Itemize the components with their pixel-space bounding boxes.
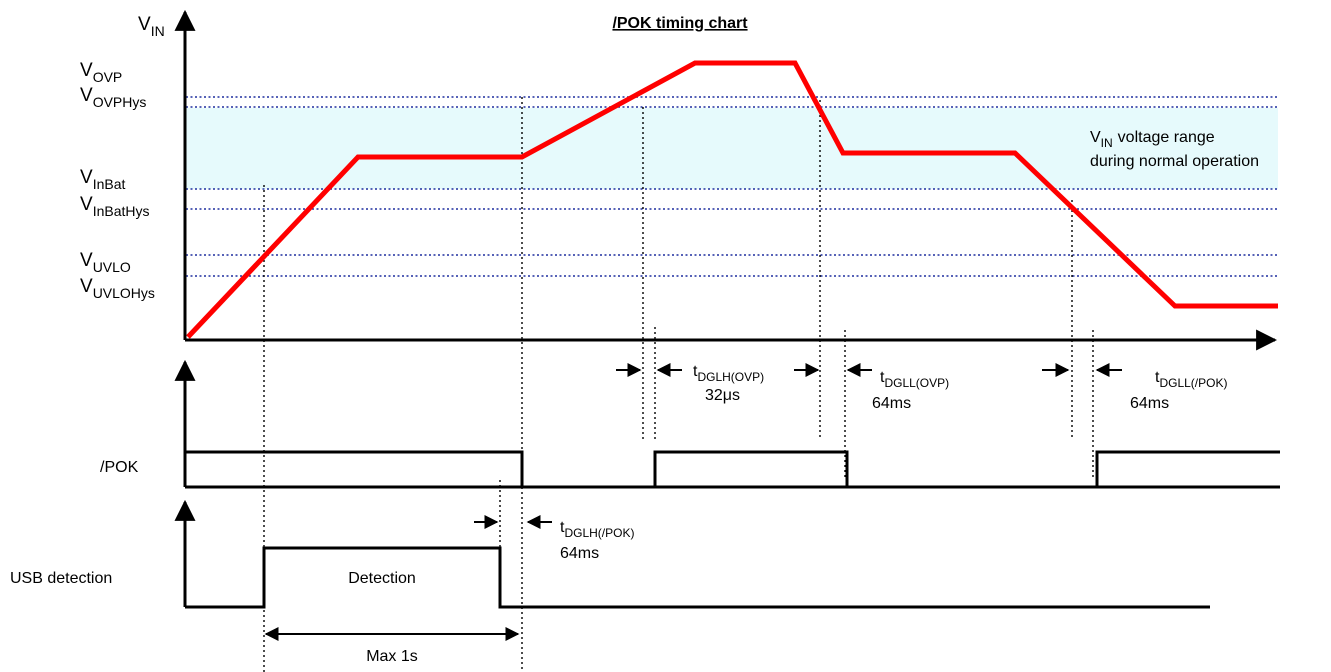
- timing-label-sub: DGLL(/POK): [1159, 376, 1227, 390]
- normal-range: [186, 108, 1278, 189]
- timing-label-main: t: [560, 519, 565, 536]
- range-note-sub: IN: [1101, 136, 1113, 150]
- range-note-text: voltage range: [1118, 129, 1215, 146]
- timing-label-sub: DGLH(/POK): [564, 526, 634, 540]
- timing-value: 64ms: [872, 395, 911, 412]
- signal-label: USB detection: [10, 570, 112, 587]
- timing-label-main: t: [693, 363, 698, 380]
- level-lines: [186, 96, 1278, 277]
- level-label-sub: OVPHys: [93, 94, 147, 110]
- max-label: Max 1s: [366, 648, 418, 665]
- level-label-main: V: [80, 167, 93, 188]
- level-label: VOVPHys: [80, 85, 146, 110]
- level-label: VUVLOHys: [80, 276, 155, 301]
- timing-label-main: t: [880, 369, 885, 386]
- timing-value: 32μs: [705, 387, 740, 404]
- range-note-main: V: [1090, 129, 1101, 146]
- vin-curve: [186, 60, 1278, 339]
- level-label-main: V: [80, 276, 93, 297]
- y-axis-label-sub: IN: [151, 23, 165, 39]
- level-label-sub: InBat: [93, 176, 126, 192]
- signals: [185, 450, 1280, 609]
- title: /POK timing chart: [612, 15, 748, 32]
- level-label: VUVLO: [80, 250, 131, 275]
- range-note: VIN voltage range: [1090, 129, 1215, 150]
- timing-value: 64ms: [560, 545, 599, 562]
- y-axis-label: VIN: [138, 14, 165, 39]
- level-label-sub: UVLOHys: [93, 285, 155, 301]
- level-label-sub: UVLO: [93, 259, 131, 275]
- timing-label: tDGLH(/POK): [560, 519, 634, 540]
- timing-label: tDGLL(/POK): [1155, 369, 1227, 390]
- level-label-sub: InBatHys: [93, 203, 150, 219]
- level-label-main: V: [80, 194, 93, 215]
- timing-label: tDGLL(OVP): [880, 369, 949, 390]
- signal-label: /POK: [100, 459, 139, 476]
- level-label: VOVP: [80, 60, 122, 85]
- timing-label-sub: DGLL(OVP): [884, 376, 949, 390]
- range-note-line2: during normal operation: [1090, 153, 1259, 170]
- level-label-sub: OVP: [93, 69, 123, 85]
- timing-value: 64ms: [1130, 395, 1169, 412]
- axes: [174, 9, 1278, 607]
- level-label: VInBatHys: [80, 194, 150, 219]
- timing-label-main: t: [1155, 369, 1160, 386]
- y-axis-label-main: V: [138, 14, 151, 35]
- detection-label: Detection: [348, 570, 416, 587]
- timing-arrows: [264, 363, 1122, 641]
- level-label-main: V: [80, 250, 93, 271]
- level-label-main: V: [80, 60, 93, 81]
- level-label-main: V: [80, 85, 93, 106]
- timing-label: tDGLH(OVP): [693, 363, 764, 384]
- level-label: VInBat: [80, 167, 125, 192]
- timing-label-sub: DGLH(OVP): [697, 370, 764, 384]
